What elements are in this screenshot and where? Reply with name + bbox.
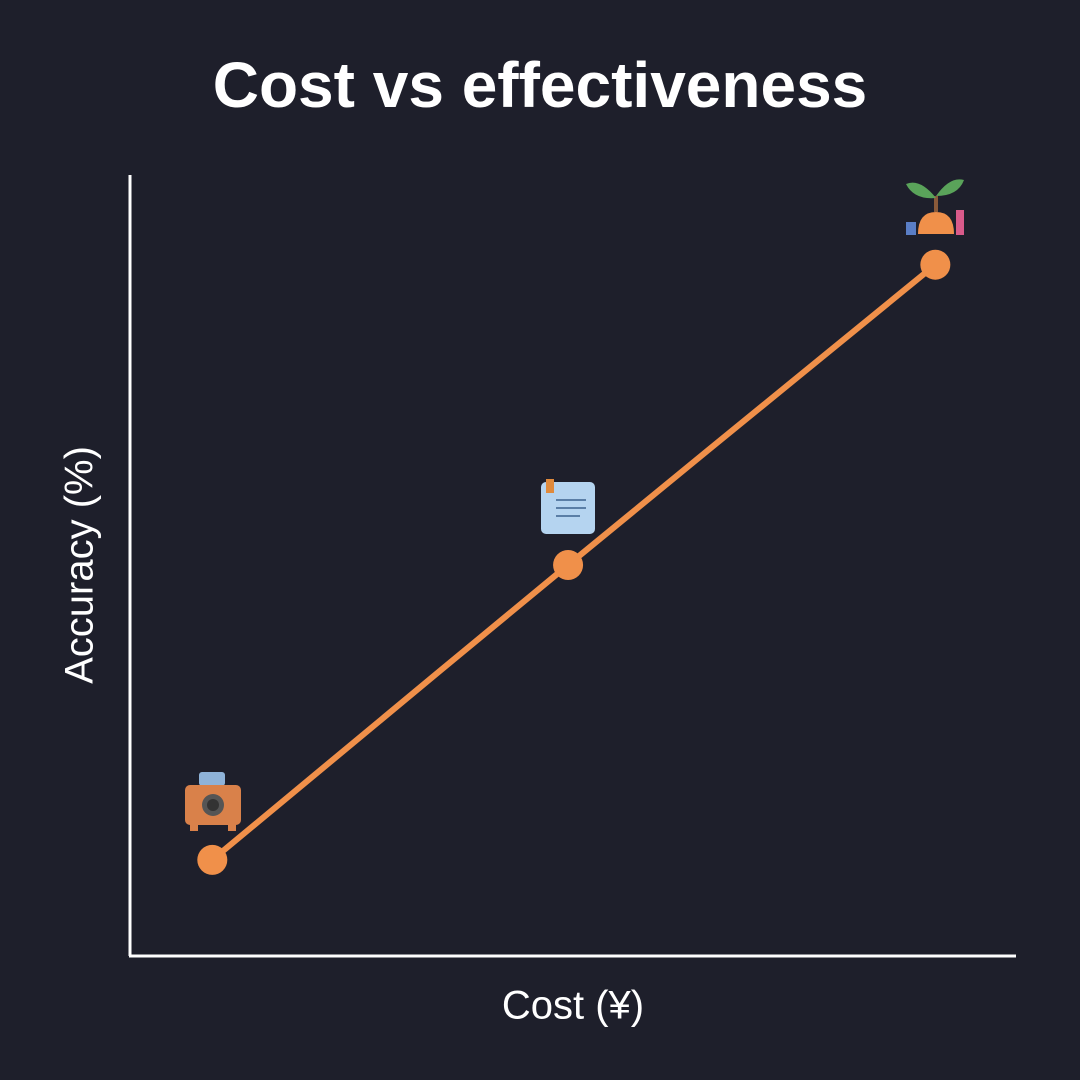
document-icon — [541, 479, 595, 534]
chart-title: Cost vs effectiveness — [213, 49, 868, 121]
camera-icon — [185, 772, 241, 831]
point — [197, 844, 228, 875]
x-axis-label: Cost (¥) — [502, 984, 644, 1028]
point — [920, 249, 951, 280]
plant-icon — [906, 179, 964, 235]
point — [553, 550, 584, 580]
y-axis-label: Accuracy (%) — [58, 446, 102, 684]
